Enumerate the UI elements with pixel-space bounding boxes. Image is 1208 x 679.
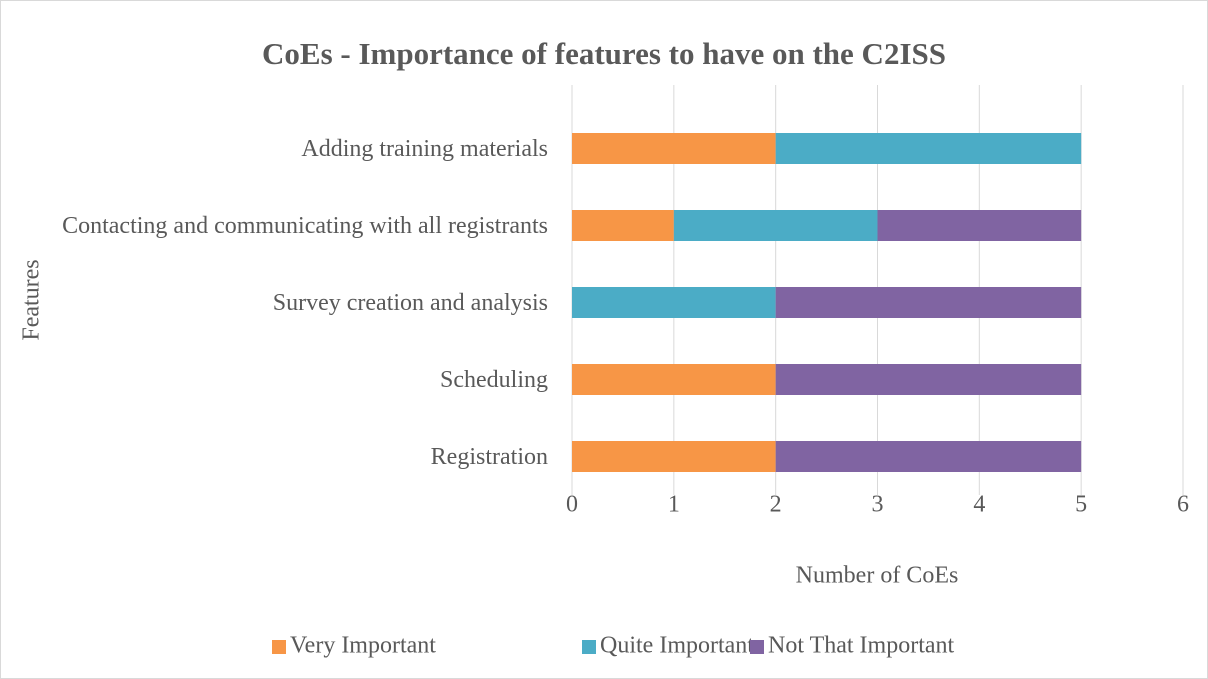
legend-swatch (272, 640, 286, 654)
y-tick-label: Registration (430, 443, 548, 470)
bar-segment (673, 210, 878, 241)
legend-swatch (582, 640, 596, 654)
x-tick-label: 2 (770, 492, 782, 518)
x-tick-label: 0 (566, 492, 578, 518)
bar-segment (877, 210, 1082, 241)
x-tick-label: 4 (973, 492, 985, 518)
x-tick-label: 6 (1177, 492, 1189, 518)
bar-segment (572, 441, 776, 472)
bar-segment (572, 287, 776, 318)
x-tick-label: 1 (668, 492, 680, 518)
x-tick-label: 3 (872, 492, 884, 518)
bar-segment (775, 441, 1082, 472)
bar-segment (775, 133, 1082, 164)
bar-segment (775, 287, 1082, 318)
chart-title: CoEs - Importance of features to have on… (262, 36, 946, 71)
y-tick-label: Survey creation and analysis (272, 289, 548, 316)
bar-segment (572, 210, 674, 241)
legend-label: Very Important (290, 633, 436, 659)
x-axis-title: Number of CoEs (796, 563, 959, 589)
y-tick-label: Adding training materials (301, 135, 548, 162)
legend-swatch (750, 640, 764, 654)
bar-segment (775, 364, 1082, 395)
x-tick-label: 5 (1075, 492, 1087, 518)
y-tick-label: Scheduling (440, 366, 548, 393)
legend-label: Quite Important (600, 633, 754, 659)
y-axis-title: Features (19, 259, 45, 340)
bar-segment (572, 133, 776, 164)
legend-label: Not That Important (768, 633, 955, 659)
y-tick-label: Contacting and communicating with all re… (62, 212, 548, 239)
bar-segment (572, 364, 776, 395)
